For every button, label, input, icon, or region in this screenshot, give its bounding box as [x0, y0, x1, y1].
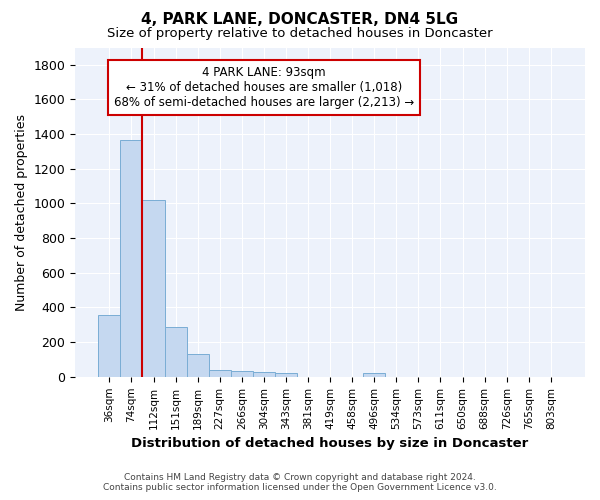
- Text: Contains HM Land Registry data © Crown copyright and database right 2024.
Contai: Contains HM Land Registry data © Crown c…: [103, 473, 497, 492]
- Bar: [98, 316, 121, 377]
- Text: 4, PARK LANE, DONCASTER, DN4 5LG: 4, PARK LANE, DONCASTER, DN4 5LG: [142, 12, 458, 28]
- Bar: [164, 326, 187, 377]
- Bar: [121, 140, 142, 377]
- Bar: [253, 372, 275, 377]
- Bar: [142, 200, 164, 377]
- Bar: [209, 370, 231, 377]
- Y-axis label: Number of detached properties: Number of detached properties: [15, 114, 28, 310]
- Text: 4 PARK LANE: 93sqm
← 31% of detached houses are smaller (1,018)
68% of semi-deta: 4 PARK LANE: 93sqm ← 31% of detached hou…: [113, 66, 414, 108]
- Bar: [275, 374, 297, 377]
- Text: Size of property relative to detached houses in Doncaster: Size of property relative to detached ho…: [107, 28, 493, 40]
- Bar: [363, 374, 385, 377]
- X-axis label: Distribution of detached houses by size in Doncaster: Distribution of detached houses by size …: [131, 437, 529, 450]
- Bar: [231, 371, 253, 377]
- Bar: [187, 354, 209, 377]
